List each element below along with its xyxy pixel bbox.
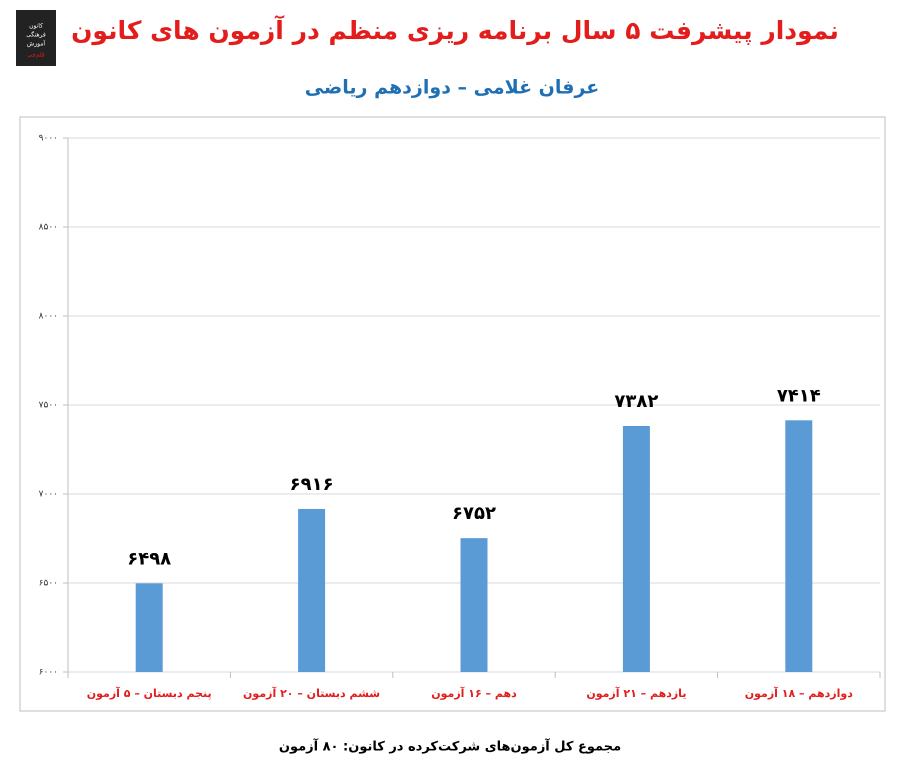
y-tick-label: ۷۵۰۰: [39, 401, 58, 411]
bar: [460, 538, 488, 672]
value-label: ۶۴۹۸: [127, 548, 171, 569]
y-tick-label: ۹۰۰۰: [39, 134, 58, 144]
bar: [135, 583, 163, 672]
value-label: ۶۹۱۶: [290, 474, 334, 495]
logo-text: کانون: [29, 23, 43, 30]
value-label: ۷۳۸۲: [614, 391, 658, 412]
x-tick-label: دهم – ۱۶ آزمون: [431, 686, 517, 700]
logo-text: آموزش: [27, 39, 46, 48]
logo-text: قلم‌چی: [27, 52, 45, 59]
bar: [298, 508, 326, 672]
bar: [785, 420, 813, 672]
y-tick-label: ۶۰۰۰: [39, 668, 58, 678]
y-tick-label: ۸۵۰۰: [39, 223, 58, 233]
x-tick-label: دوازدهم – ۱۸ آزمون: [745, 686, 853, 700]
y-tick-label: ۶۵۰۰: [39, 579, 58, 589]
chart-title: نمودار پیشرفت ۵ سال برنامه ریزی منظم در …: [71, 15, 839, 46]
x-tick-label: ششم دبستان – ۲۰ آزمون: [243, 686, 380, 700]
logo: کانون فرهنگی آموزش قلم‌چی: [16, 10, 56, 66]
y-tick-label: ۸۰۰۰: [39, 312, 58, 322]
footer: مجموع کل آزمون‌های شرکت‌کرده در کانون: ۸…: [279, 738, 621, 755]
logo-box: [16, 10, 56, 66]
plot-frame: [19, 116, 886, 712]
value-label: ۶۷۵۲: [452, 503, 496, 524]
logo-text: فرهنگی: [26, 31, 46, 39]
bar: [622, 426, 650, 672]
value-label: ۷۴۱۴: [777, 385, 821, 406]
x-tick-label: یازدهم – ۲۱ آزمون: [586, 686, 686, 700]
y-tick-label: ۷۰۰۰: [39, 490, 58, 500]
x-tick-label: پنجم دبستان – ۵ آزمون: [87, 686, 212, 700]
chart-subtitle: عرفان غلامی – دوازدهم ریاضی: [305, 77, 600, 99]
